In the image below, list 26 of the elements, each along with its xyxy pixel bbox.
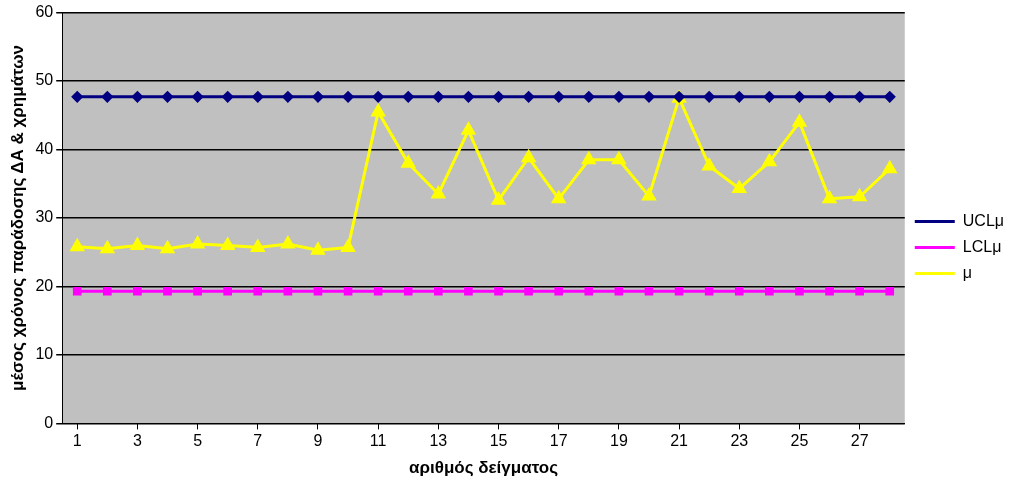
x-tick-label: 17 xyxy=(549,432,568,450)
x-tick-label: 27 xyxy=(850,432,869,450)
y-tick-label: 20 xyxy=(35,276,54,294)
x-tick-label: 9 xyxy=(313,432,323,450)
y-tick-label: 0 xyxy=(44,413,54,431)
y-tick-label: 40 xyxy=(35,139,54,157)
y-axis-title: μέσος χρόνος παράδοσης ΔΑ & χρημάτων xyxy=(7,44,27,392)
legend-label: LCLμ xyxy=(962,237,1002,255)
x-tick-label: 3 xyxy=(132,432,142,450)
x-tick-label: 15 xyxy=(489,432,508,450)
x-tick-label: 7 xyxy=(253,432,263,450)
legend-label: UCLμ xyxy=(962,211,1005,229)
x-tick-label: 5 xyxy=(193,432,203,450)
y-tick-label: 50 xyxy=(35,71,54,89)
x-tick-label: 25 xyxy=(790,432,809,450)
y-tick-label: 60 xyxy=(35,3,54,21)
x-axis-title: αριθμός δείγματος xyxy=(408,458,559,478)
y-tick-label: 30 xyxy=(35,208,54,226)
x-tick-label: 13 xyxy=(429,432,448,450)
x-tick-label: 11 xyxy=(369,432,387,450)
y-tick-label: 10 xyxy=(35,345,54,363)
x-tick-label: 21 xyxy=(670,432,689,450)
x-tick-label: 1 xyxy=(72,432,82,450)
legend-label: μ xyxy=(962,263,972,281)
x-tick-label: 23 xyxy=(730,432,749,450)
x-tick-label: 19 xyxy=(610,432,628,450)
